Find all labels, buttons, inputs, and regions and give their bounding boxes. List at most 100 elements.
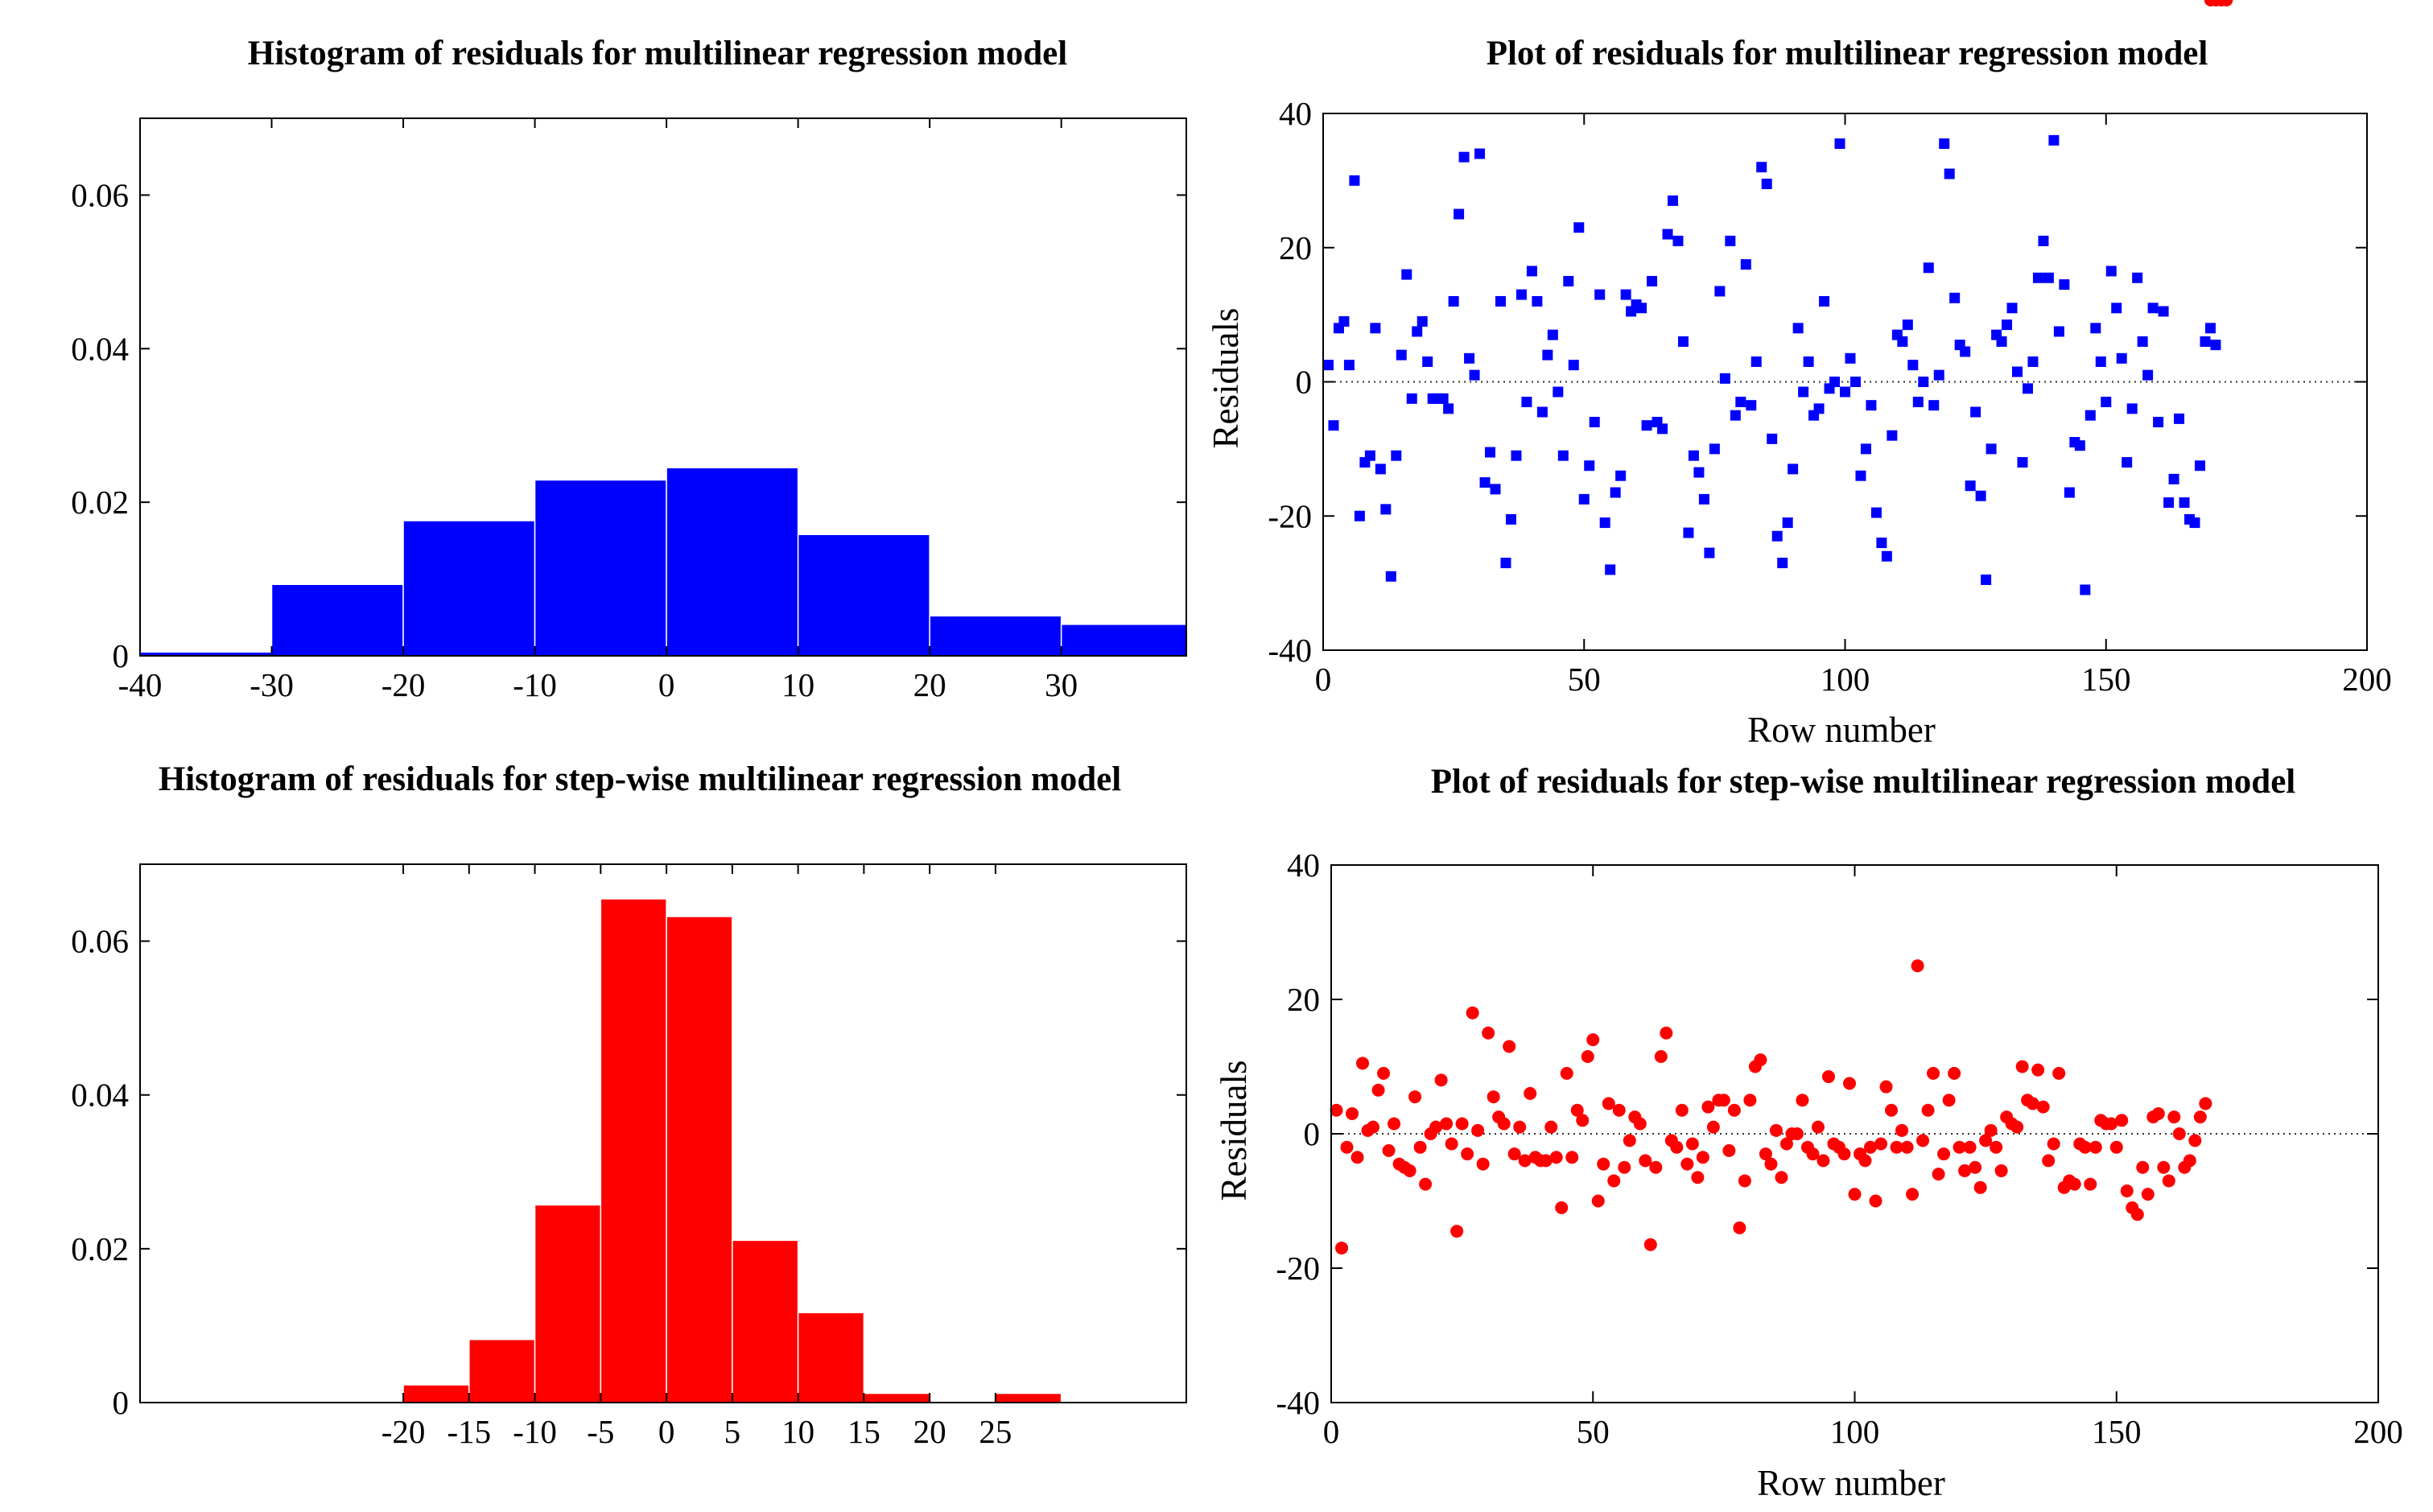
data-point [1515,289,1527,300]
data-point [1647,275,1658,286]
data-point [2179,497,2190,509]
data-point [2220,0,2233,6]
data-point [2151,1106,2165,1120]
data-point [2047,1137,2060,1151]
data-point [1578,493,1590,505]
x-tick-label: -10 [513,666,557,703]
data-point [1911,959,1924,973]
y-tick-label: 0 [1304,1115,1321,1152]
data-point [1667,195,1678,206]
data-point [1568,360,1579,371]
histogram-bar [534,479,667,657]
data-point [2026,1097,2039,1110]
data-point [1869,1194,1882,1208]
data-point [1897,336,1908,347]
histogram-bar [666,467,799,657]
data-point [1555,1201,1569,1214]
data-point [1476,1157,1490,1171]
histogram-bar [732,1239,799,1403]
data-point [2074,440,2085,451]
data-point [1860,443,1871,455]
data-point [1701,1100,1715,1114]
data-point [1553,386,1564,398]
data-point [1565,1151,1579,1164]
data-point [1417,315,1428,327]
data-point [1743,1094,1757,1107]
data-point [2132,272,2143,283]
data-point [1864,1140,1878,1154]
data-point [1767,433,1778,444]
data-point [1615,470,1627,481]
data-point [2183,1154,2196,1168]
data-point [1803,356,1814,367]
x-tick-label: 20 [913,666,946,703]
data-point [1474,148,1486,159]
data-point [2101,397,2112,408]
y-tick-label: 0.06 [71,176,129,213]
data-point [1532,295,1543,307]
data-point [1497,1117,1511,1131]
data-point [1759,1147,1772,1161]
data-point [1675,1103,1689,1117]
data-point [2048,134,2060,146]
scatter1-xlabel: Row number [1747,710,1936,750]
data-point [1524,1086,1537,1100]
data-point [1563,275,1574,286]
data-point [1900,1140,1914,1154]
data-point [1412,326,1423,337]
data-point [1589,417,1600,428]
y-tick-label: -40 [1268,632,1312,669]
data-point [2036,1100,2050,1114]
data-point [1434,1073,1448,1087]
y-tick-label: 0.06 [71,923,129,960]
data-point [1346,1106,1359,1120]
data-point [1885,1103,1899,1117]
data-point [2141,1188,2155,1201]
data-point [1960,346,1971,357]
x-tick-label: 5 [724,1413,741,1450]
data-point [2172,1127,2186,1140]
data-point [1413,1140,1427,1154]
y-tick-label: -20 [1268,497,1312,534]
data-point [1620,289,1631,300]
data-point [1948,1066,1961,1080]
data-point [1895,1123,1909,1137]
data-point [1746,400,1757,411]
data-point [1639,1154,1652,1168]
scatter2-title: Plot of residuals for step-wise multilin… [1431,763,2296,801]
data-point [1464,352,1475,364]
data-point [1792,323,1804,334]
x-tick-label: -20 [381,666,426,703]
data-point [1526,266,1537,277]
x-tick-label: -30 [249,666,294,703]
x-tick-label: 0 [658,666,675,703]
y-tick-label: 0.04 [71,330,129,367]
data-point [1576,1114,1590,1127]
data-point [1455,1117,1469,1131]
y-tick-label: 0 [113,637,130,674]
data-point [1466,1006,1479,1020]
data-point [2188,1134,2202,1147]
data-point [1790,1127,1804,1140]
data-point [2085,410,2096,421]
data-point [1597,1157,1610,1171]
data-point [1388,1117,1401,1131]
data-point [1680,1157,1694,1171]
data-point [1448,295,1459,307]
data-point [2120,1184,2134,1197]
data-point [1932,1168,1945,1181]
data-point [2002,319,2013,331]
data-point [2090,323,2101,334]
data-point [2068,1177,2081,1191]
x-tick-label: 0 [1323,1413,1340,1450]
data-point [1581,1049,1594,1063]
data-point [2084,1177,2097,1191]
data-point [1963,1140,1977,1154]
data-point [1849,377,1861,387]
data-point [1834,138,1845,150]
y-tick-label: -40 [1276,1384,1320,1421]
data-point [1422,356,1433,367]
data-point [1727,1103,1741,1117]
x-tick-label: 30 [1045,666,1078,703]
y-tick-label: 0.04 [71,1077,129,1114]
